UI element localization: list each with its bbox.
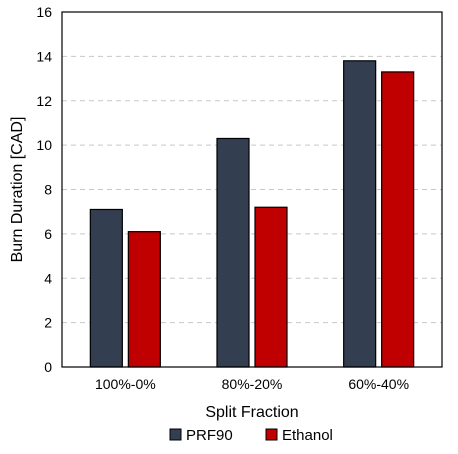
bar-ethanol-3 xyxy=(381,71,415,368)
x-tick-labels: 100%-0% 80%-20% 60%-40% xyxy=(95,376,409,392)
x-tick-label: 60%-40% xyxy=(348,376,409,392)
legend: PRF90 Ethanol xyxy=(169,427,333,444)
bar-prf90-1 xyxy=(89,208,123,368)
y-axis-title: Burn Duration [CAD] xyxy=(9,117,26,263)
legend-label-ethanol: Ethanol xyxy=(282,427,333,444)
x-tick-label: 80%-20% xyxy=(222,376,283,392)
bar-prf90-2 xyxy=(216,137,250,368)
y-tick-label: 6 xyxy=(44,226,52,242)
gridlines xyxy=(62,55,442,324)
legend-label-prf90: PRF90 xyxy=(186,427,233,444)
y-tick-label: 14 xyxy=(36,48,52,64)
y-tick-label: 12 xyxy=(36,93,52,109)
y-tick-label: 0 xyxy=(44,359,52,375)
y-tick-labels: 0 2 4 6 8 10 12 14 16 xyxy=(36,4,52,375)
y-tick-label: 4 xyxy=(44,270,52,286)
x-tick-label: 100%-0% xyxy=(95,376,156,392)
y-tick-label: 2 xyxy=(44,315,52,331)
x-axis-title: Split Fraction xyxy=(205,404,298,421)
legend-swatch-ethanol xyxy=(265,428,278,441)
y-tick-label: 16 xyxy=(36,4,52,20)
plot-area-frame xyxy=(61,11,443,368)
y-tick-label: 10 xyxy=(36,137,52,153)
bar-prf90-3 xyxy=(343,60,377,368)
y-tick-label: 8 xyxy=(44,182,52,198)
bar-ethanol-1 xyxy=(127,231,161,368)
legend-swatch-prf90 xyxy=(169,428,182,441)
bar-ethanol-2 xyxy=(254,206,288,368)
